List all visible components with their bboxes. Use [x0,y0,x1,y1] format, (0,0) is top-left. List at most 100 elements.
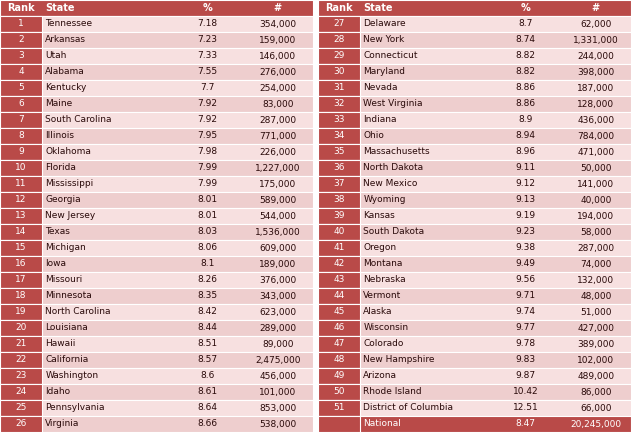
Bar [318,288,360,304]
Text: 19: 19 [15,308,27,317]
Text: 254,000: 254,000 [259,83,297,92]
Bar [0,48,313,64]
Text: 7: 7 [18,115,24,124]
Text: 11: 11 [15,180,27,188]
Bar [318,304,360,320]
Bar [0,64,313,80]
Text: 8.61: 8.61 [198,388,218,397]
Text: 9.56: 9.56 [516,276,536,285]
Bar [0,320,42,336]
Text: 89,000: 89,000 [262,340,293,349]
Text: West Virginia: West Virginia [363,99,423,108]
Bar [0,48,42,64]
Text: Tennessee: Tennessee [45,19,92,29]
Text: 175,000: 175,000 [259,180,297,188]
Text: 8.64: 8.64 [198,403,217,413]
Text: 8.66: 8.66 [198,419,218,429]
Bar [318,112,360,128]
Text: 48: 48 [333,356,345,365]
Bar [318,32,631,48]
Bar [318,128,360,144]
Text: 427,000: 427,000 [577,324,615,333]
Text: 489,000: 489,000 [577,372,615,381]
Bar [318,304,631,320]
Bar [318,32,360,48]
Bar [0,112,42,128]
Text: 9.38: 9.38 [516,244,536,252]
Text: 7.7: 7.7 [200,83,215,92]
Text: 471,000: 471,000 [577,147,615,156]
Text: 9.19: 9.19 [516,212,536,220]
Text: 49: 49 [333,372,345,381]
Text: Utah: Utah [45,51,67,60]
Bar [0,272,42,288]
Text: 12.51: 12.51 [512,403,538,413]
Bar [318,208,631,224]
Text: 26: 26 [15,419,27,429]
Bar [318,160,360,176]
Text: 83,000: 83,000 [262,99,293,108]
Bar [0,400,313,416]
Text: 3: 3 [18,51,24,60]
Bar [318,192,631,208]
Text: Georgia: Georgia [45,196,81,204]
Text: 398,000: 398,000 [577,67,615,76]
Text: 354,000: 354,000 [259,19,297,29]
Text: Nebraska: Nebraska [363,276,406,285]
Bar [0,272,313,288]
Bar [0,176,313,192]
Bar [318,16,360,32]
Text: North Dakota: North Dakota [363,163,423,172]
Text: Hawaii: Hawaii [45,340,76,349]
Text: 287,000: 287,000 [577,244,615,252]
Text: California: California [45,356,88,365]
Text: #: # [592,3,600,13]
Text: North Carolina: North Carolina [45,308,111,317]
Bar [318,48,360,64]
Bar [318,416,631,432]
Text: 13: 13 [15,212,27,220]
Text: 8.86: 8.86 [516,99,536,108]
Bar [0,192,42,208]
Text: 9.11: 9.11 [516,163,536,172]
Text: 159,000: 159,000 [259,35,297,44]
Bar [0,16,42,32]
Bar [318,400,360,416]
Text: 7.55: 7.55 [198,67,218,76]
Bar [0,304,42,320]
Text: 544,000: 544,000 [259,212,297,220]
Text: Vermont: Vermont [363,292,401,301]
Text: 7.18: 7.18 [198,19,218,29]
Text: 8.82: 8.82 [516,67,535,76]
Text: 9.77: 9.77 [516,324,536,333]
Text: State: State [363,3,392,13]
Bar [0,128,42,144]
Bar [0,208,313,224]
Text: 58,000: 58,000 [580,228,611,236]
Text: 9.13: 9.13 [516,196,536,204]
Text: 8.1: 8.1 [200,260,215,269]
Text: Kentucky: Kentucky [45,83,86,92]
Bar [0,80,313,96]
Text: New York: New York [363,35,404,44]
Text: 8: 8 [18,131,24,140]
Text: 276,000: 276,000 [259,67,297,76]
Text: Rank: Rank [326,3,353,13]
Text: 7.98: 7.98 [198,147,218,156]
Bar [0,256,42,272]
Bar [318,336,360,352]
Text: 9.71: 9.71 [516,292,536,301]
Bar [318,96,360,112]
Bar [0,288,313,304]
Text: 40,000: 40,000 [580,196,611,204]
Text: 8.74: 8.74 [516,35,535,44]
Bar [0,192,313,208]
Bar [318,48,631,64]
Text: Idaho: Idaho [45,388,71,397]
Text: 853,000: 853,000 [259,403,297,413]
Bar [0,64,42,80]
Text: 9.87: 9.87 [516,372,536,381]
Bar [318,256,360,272]
Text: 8.06: 8.06 [198,244,218,252]
Text: 7.99: 7.99 [198,180,218,188]
